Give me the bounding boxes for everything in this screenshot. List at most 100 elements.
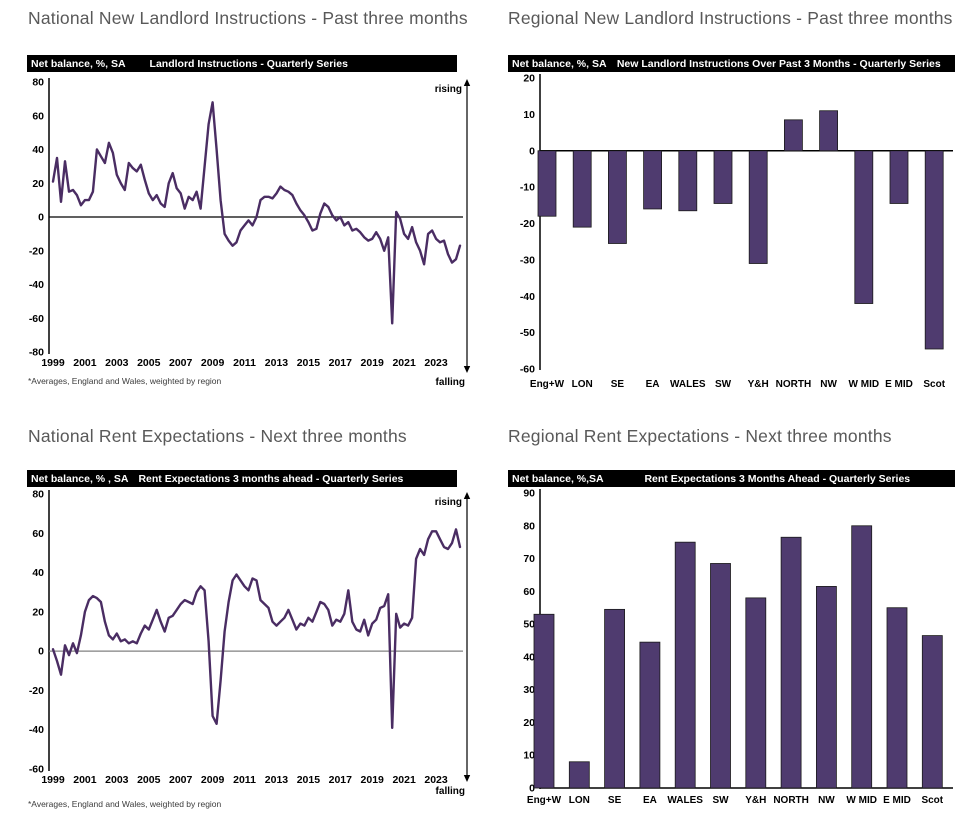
y-tick-label: -20 xyxy=(29,245,44,257)
bar-sw xyxy=(710,563,731,789)
bar-sw xyxy=(713,150,733,204)
x-tick-label: Scot xyxy=(921,795,943,806)
falling-label: falling xyxy=(436,377,465,388)
y-tick-label: 10 xyxy=(523,750,535,762)
panel-title-national-rent: National Rent Expectations - Next three … xyxy=(28,426,407,446)
chart-header-regional-rent: Net balance, %,SA Rent Expectations 3 Mo… xyxy=(508,470,955,487)
y-tick-label: 60 xyxy=(32,110,44,122)
x-tick-label: 2023 xyxy=(424,774,448,786)
chart-header-national-landlord: Net balance, %, SA Landlord Instructions… xyxy=(27,55,457,72)
x-tick-label: EA xyxy=(646,379,660,390)
regional-landlord-bar-chart: 20 10 0 -10 -20 -30 -40 -50 -60 Eng+W LON SE EA WALES… xyxy=(520,73,953,390)
x-tick-label: 2013 xyxy=(265,774,289,786)
x-axis: 1999 2001 2003 2005 2007 2009 2011 2013 2015 2017… xyxy=(41,774,448,786)
x-tick-label: 2021 xyxy=(392,774,416,786)
x-tick-label: 2015 xyxy=(297,357,321,369)
bar-ea xyxy=(643,150,663,210)
x-tick-label: 2017 xyxy=(329,357,353,369)
y-tick-label: 0 xyxy=(38,646,44,658)
x-tick-label: 2009 xyxy=(201,774,225,786)
y-tick-label: 80 xyxy=(32,77,44,89)
chart-header-units-label: Net balance, %, SA xyxy=(31,57,126,70)
x-tick-label: WALES xyxy=(670,379,706,390)
y-tick-label: 20 xyxy=(32,606,44,618)
x-tick-label: 1999 xyxy=(41,357,65,369)
y-tick-label: -20 xyxy=(29,685,44,697)
x-tick-label: W MID xyxy=(849,379,880,390)
bar-lon xyxy=(572,150,592,228)
x-tick-label: SW xyxy=(715,379,732,390)
panel-title-national-landlord: National New Landlord Instructions - Pas… xyxy=(28,8,468,28)
chart-header-title: Landlord Instructions - Quarterly Series xyxy=(149,57,348,70)
bar-wales xyxy=(678,150,698,212)
series-line xyxy=(51,101,462,325)
chart-footnote-national-landlord: *Averages, England and Wales, weighted b… xyxy=(28,376,222,386)
y-tick-label: -40 xyxy=(29,724,44,736)
x-tick-label: 2019 xyxy=(361,774,385,786)
arrow-up-icon xyxy=(463,79,471,86)
x-tick-label: Y&H xyxy=(748,379,769,390)
bar-y-h xyxy=(748,150,768,264)
y-tick-label: 20 xyxy=(523,717,535,729)
chart-header-units-label: Net balance, % , SA xyxy=(31,472,129,485)
y-tick-label: 40 xyxy=(32,144,44,156)
x-tick-label: 2005 xyxy=(137,357,161,369)
x-tick-label: SE xyxy=(608,795,622,806)
bar-ea xyxy=(639,641,661,789)
x-tick-label: 2003 xyxy=(105,357,129,369)
x-tick-label: 2015 xyxy=(297,774,321,786)
rising-falling-arrow: rising falling xyxy=(435,79,471,388)
bar-nw xyxy=(819,110,839,152)
chart-footnote-national-rent: *Averages, England and Wales, weighted b… xyxy=(28,799,222,809)
y-tick-label: -60 xyxy=(29,313,44,325)
bar-scot xyxy=(924,150,944,350)
chart-header-regional-landlord: Net balance, %, SA New Landlord Instruct… xyxy=(508,55,955,72)
bars xyxy=(533,525,943,789)
y-tick-label: -20 xyxy=(520,218,535,230)
arrow-up-icon xyxy=(463,492,471,499)
x-axis: 1999 2001 2003 2005 2007 2009 2011 2013 2015 2017… xyxy=(41,357,448,369)
bar-e-mid xyxy=(889,150,909,204)
y-axis: 80 60 40 20 0 -20 -40 -60 xyxy=(29,489,50,776)
y-tick-label: -60 xyxy=(520,364,535,376)
bar-y-h xyxy=(745,597,767,789)
y-tick-label: 30 xyxy=(523,684,535,696)
chart-header-units-label: Net balance, %,SA xyxy=(512,472,604,485)
x-axis: Eng+W LON SE EA WALES SW Y&H NORTH NW W MID E MID S… xyxy=(527,795,944,806)
bar-w-mid xyxy=(851,525,873,789)
bar-e-mid xyxy=(886,607,908,789)
x-tick-label: NW xyxy=(820,379,837,390)
chart-header-national-rent: Net balance, % , SA Rent Expectations 3 … xyxy=(27,470,457,487)
chart-header-units-label: Net balance, %, SA xyxy=(512,57,607,70)
y-tick-label: 60 xyxy=(32,528,44,540)
chart-header-title: Rent Expectations 3 months ahead - Quart… xyxy=(138,472,404,485)
x-tick-label: LON xyxy=(572,379,593,390)
rising-label: rising xyxy=(435,84,462,95)
y-tick-label: 40 xyxy=(523,651,535,663)
x-tick-label: 2009 xyxy=(201,357,225,369)
y-tick-label: 80 xyxy=(523,520,535,532)
y-tick-label: 0 xyxy=(38,212,44,224)
x-tick-label: 2007 xyxy=(169,774,193,786)
x-tick-label: Y&H xyxy=(745,795,766,806)
y-tick-label: -40 xyxy=(520,291,535,303)
x-tick-label: WALES xyxy=(667,795,703,806)
rising-falling-arrow: rising falling xyxy=(435,492,471,797)
x-tick-label: NORTH xyxy=(776,379,812,390)
y-axis: 20 10 0 -10 -20 -30 -40 -50 -60 xyxy=(520,73,541,376)
x-tick-label: W MID xyxy=(846,795,877,806)
y-tick-label: 20 xyxy=(32,178,44,190)
x-tick-label: Eng+W xyxy=(527,795,562,806)
y-tick-label: 50 xyxy=(523,619,535,631)
bar-eng-w xyxy=(537,150,557,217)
bar-north xyxy=(780,536,802,789)
y-tick-label: 80 xyxy=(32,489,44,501)
x-tick-label: 2001 xyxy=(73,357,97,369)
bar-scot xyxy=(921,635,943,789)
x-tick-label: E MID xyxy=(885,379,913,390)
x-axis: Eng+W LON SE EA WALES SW Y&H NORTH NW W MID E MID S… xyxy=(530,379,946,390)
